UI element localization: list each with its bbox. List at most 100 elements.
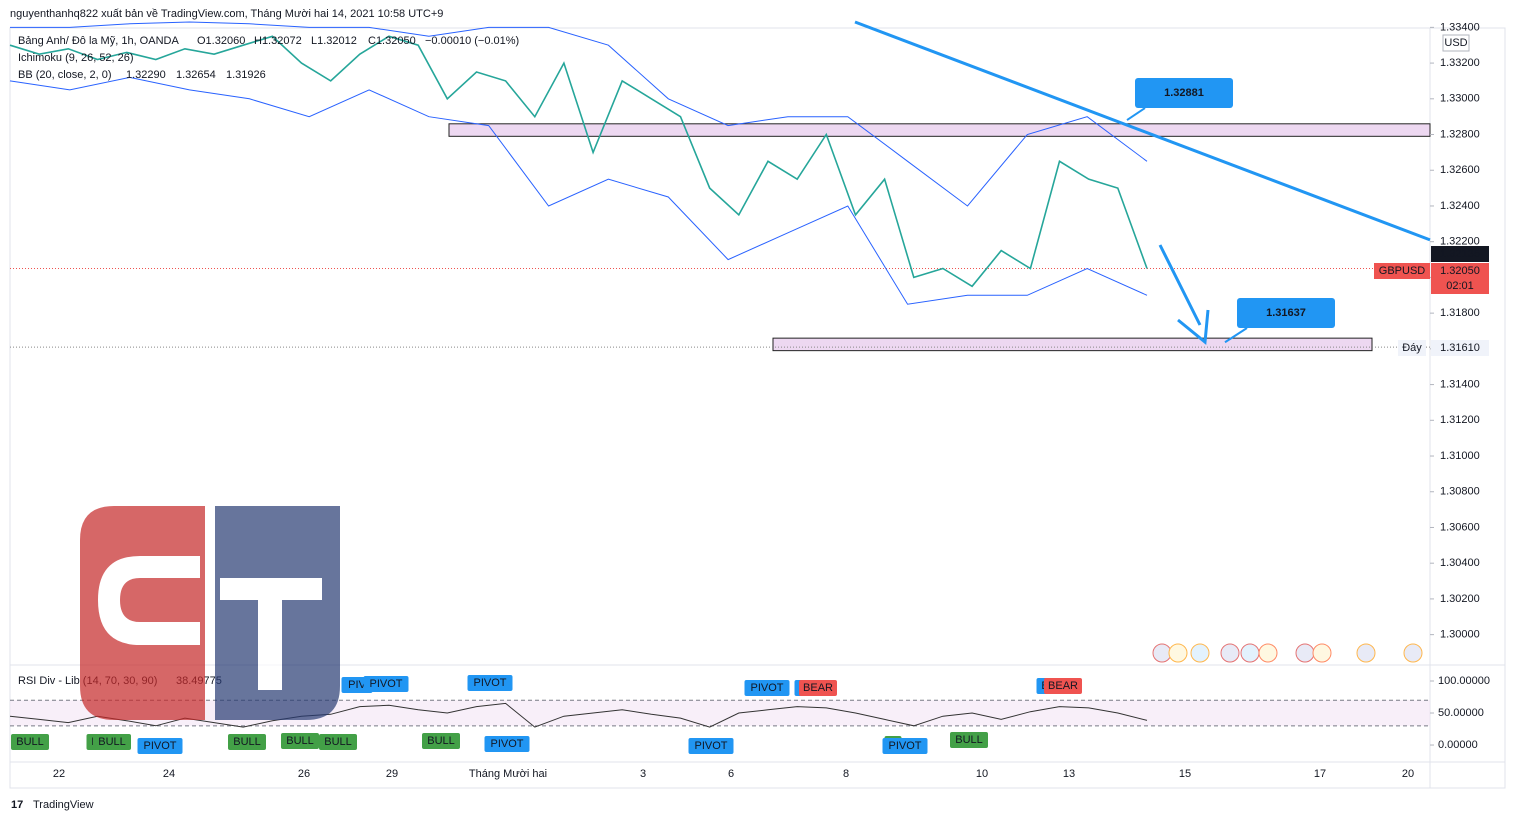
price-series — [9, 76, 1148, 305]
event-icon — [1295, 643, 1315, 663]
signal-box — [799, 680, 837, 696]
price-tag-bg — [1431, 278, 1489, 294]
event-icon — [1356, 643, 1376, 663]
footer: 17 TradingView — [11, 799, 94, 811]
price-tag: 1.31610 — [1440, 342, 1480, 354]
y-tick-label: 1.30200 — [1440, 593, 1480, 605]
rsi-line — [9, 702, 1148, 728]
signal-label: BULL — [427, 735, 455, 747]
signal-box — [363, 676, 409, 692]
signal-label: BULL — [98, 736, 126, 748]
event-icon — [1312, 643, 1332, 663]
target-arrow — [1158, 244, 1210, 345]
signal-label: BULL — [233, 736, 261, 748]
x-tick-label: 26 — [298, 768, 310, 780]
x-tick-label: 6 — [728, 768, 734, 780]
x-tick-label: 22 — [53, 768, 65, 780]
event-icon — [1403, 643, 1423, 663]
annotation-pointer — [1126, 107, 1146, 121]
signal-label: PIVOT — [750, 682, 783, 694]
signal-label: PIVOT — [369, 678, 402, 690]
annotation-label: 1.32881 — [1164, 87, 1204, 99]
y-tick-label: 1.30400 — [1440, 557, 1480, 569]
signal-label: BULL — [324, 736, 352, 748]
footer-text: TradingView — [33, 799, 94, 811]
y-tick-label: 1.33000 — [1440, 93, 1480, 105]
signal-label: BULL — [955, 734, 983, 746]
price-tag: 1.32135 — [1440, 248, 1480, 260]
y-tick-label: 1.33400 — [1440, 21, 1480, 33]
legend-bb-value: 1.32654 — [176, 69, 216, 81]
signal-box — [137, 738, 183, 754]
y-tick-label: 1.32800 — [1440, 128, 1480, 140]
signal-box — [319, 734, 357, 750]
x-tick-label: 29 — [386, 768, 398, 780]
legend-bb: BB (20, close, 2, 0) — [18, 69, 112, 81]
logo-c — [98, 556, 200, 645]
signal-label: PIV — [348, 679, 366, 691]
logo — [80, 506, 340, 720]
x-tick-label: 8 — [843, 768, 849, 780]
event-icon — [1240, 643, 1260, 663]
y-tick-label: 1.31400 — [1440, 378, 1480, 390]
signal-box — [1044, 678, 1082, 694]
y-tick-label: 100.00000 — [1438, 675, 1490, 687]
price-tag: USD — [1444, 37, 1467, 49]
x-tick-label: Tháng Mười hai — [469, 768, 547, 780]
zone — [772, 337, 1373, 352]
annotation-box — [1135, 78, 1233, 108]
publisher: nguyenthanhq822 xuất bản về TradingView.… — [10, 8, 443, 20]
price-tag-bg — [1431, 246, 1489, 262]
signal-label: PIVOT — [490, 738, 523, 750]
x-tick-label: 24 — [163, 768, 175, 780]
x-tick-label: 10 — [976, 768, 988, 780]
price-series — [10, 21, 1148, 207]
signal-box — [688, 738, 734, 754]
signal-box — [422, 733, 460, 749]
x-tick-label: 17 — [1314, 768, 1326, 780]
signal-label: PIVOT — [143, 740, 176, 752]
price-tag: Đáy — [1402, 342, 1422, 354]
signal-box — [11, 734, 49, 750]
signal-label: BEAR — [803, 682, 833, 694]
event-icon — [1220, 643, 1240, 663]
price-tag-bg — [1431, 263, 1489, 279]
y-tick-label: 0.00000 — [1438, 739, 1478, 751]
legend-ohlc: O1.32060 — [197, 35, 245, 47]
event-icon — [1168, 643, 1188, 663]
signal-box — [484, 736, 530, 752]
trendline — [854, 20, 1431, 242]
y-tick-label: 1.30800 — [1440, 486, 1480, 498]
x-tick-label: 3 — [640, 768, 646, 780]
x-tick-label: 13 — [1063, 768, 1075, 780]
signal-box — [744, 680, 790, 696]
legend-ohlc: H1.32072 — [254, 35, 302, 47]
price-series — [9, 35, 1148, 288]
legend-ohlc: C1.32050 — [368, 35, 416, 47]
signal-label: PIVOT — [694, 740, 727, 752]
logo-t — [220, 578, 322, 690]
event-icons — [1152, 643, 1423, 663]
legend-symbol: Bảng Anh/ Đô la Mỹ, 1h, OANDA — [18, 35, 179, 47]
y-tick-label: 1.32400 — [1440, 200, 1480, 212]
legend-ichimoku: Ichimoku (9, 26, 52, 26) — [18, 52, 134, 64]
legend-ohlc: L1.32012 — [311, 35, 357, 47]
event-icon — [1190, 643, 1210, 663]
signal-label: PIVOT — [473, 677, 506, 689]
signal-label: BULL — [286, 735, 314, 747]
price-tag-bg — [1431, 340, 1489, 356]
price-tag-bg — [1374, 263, 1430, 279]
annotation-label: 1.31637 — [1266, 307, 1306, 319]
price-tag: GBPUSD — [1379, 265, 1426, 277]
zone — [448, 123, 1431, 137]
signal-box — [467, 675, 513, 691]
signal-box — [950, 732, 988, 748]
y-tick-label: 1.30000 — [1440, 629, 1480, 641]
y-tick-label: 50.00000 — [1438, 707, 1484, 719]
signal-box — [281, 733, 319, 749]
y-tick-label: 1.30600 — [1440, 521, 1480, 533]
signal-box — [228, 734, 266, 750]
event-icon — [1152, 643, 1172, 663]
x-tick-label: 20 — [1402, 768, 1414, 780]
